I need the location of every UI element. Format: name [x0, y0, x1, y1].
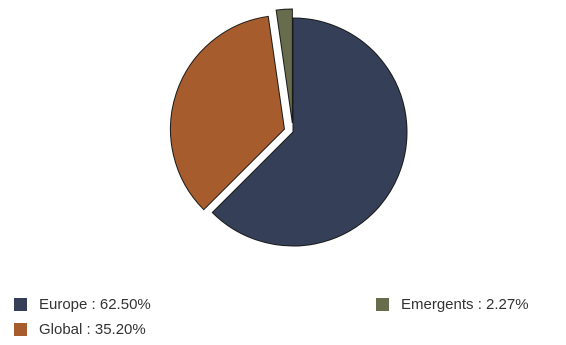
pie-slice-global [169, 15, 285, 211]
pie-chart [169, 8, 408, 247]
legend-label-emergents: Emergents : 2.27% [401, 296, 529, 313]
legend-swatch-emergents [376, 298, 389, 311]
legend-item-global: Global : 35.20% [14, 321, 146, 338]
legend-swatch-global [14, 323, 27, 336]
legend-label-global: Global : 35.20% [39, 321, 146, 338]
legend-item-europe: Europe : 62.50% [14, 296, 151, 313]
legend-item-emergents: Emergents : 2.27% [376, 296, 529, 313]
legend-swatch-europe [14, 298, 27, 311]
pie-slice-europe [211, 17, 408, 247]
pie-slice-emergents [275, 8, 293, 124]
pie-slices [169, 8, 408, 247]
legend-label-europe: Europe : 62.50% [39, 296, 151, 313]
